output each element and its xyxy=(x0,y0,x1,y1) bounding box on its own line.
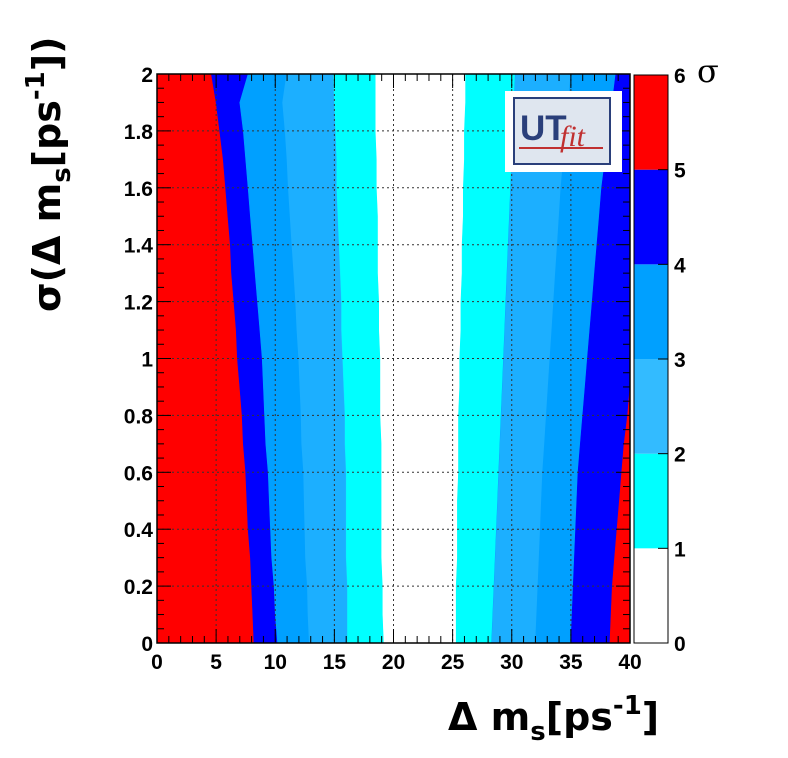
colorbar-tick-label: 1 xyxy=(674,538,686,561)
x-axis-title-main: Δ m xyxy=(448,695,530,739)
colorbar-tick-label: 4 xyxy=(674,254,686,277)
colorbar-segment xyxy=(634,453,668,549)
y-tick-label: 1.8 xyxy=(124,121,154,144)
y-tick-label: 0.2 xyxy=(124,576,153,599)
y-tick-label: 0.4 xyxy=(124,519,154,542)
utfit-logo: UT fit xyxy=(505,91,622,172)
x-axis-title-sub: s xyxy=(530,717,545,747)
y-tick-label: 0.6 xyxy=(124,462,153,485)
y-tick-label: 2 xyxy=(141,64,153,87)
y-axis-title-end: ]) xyxy=(25,37,69,72)
colorbar-segment xyxy=(634,169,668,265)
x-tick-label: 40 xyxy=(618,651,641,674)
x-tick-label: 30 xyxy=(500,651,523,674)
x-tick-label: 0 xyxy=(151,651,163,674)
colorbar-segment xyxy=(634,264,668,359)
x-tick-label: 15 xyxy=(323,651,347,674)
y-tick-label: 1.2 xyxy=(124,292,153,315)
colorbar-tick-label: 6 xyxy=(674,65,686,88)
y-axis-title-sup: -1 xyxy=(21,71,51,100)
colorbar-segment xyxy=(634,548,668,643)
y-tick-label: 1 xyxy=(141,349,153,372)
x-axis-title-sup: -1 xyxy=(613,691,642,721)
colorbar: 0 1 2 3 4 5 6 xyxy=(633,65,686,656)
colorbar-tick-label: 0 xyxy=(674,633,686,656)
x-tick-label: 25 xyxy=(441,651,465,674)
colorbar-tick-label: 2 xyxy=(674,444,686,467)
y-axis: 0 0.2 0.4 0.6 0.8 1 1.2 1.4 1.6 1.8 2 xyxy=(124,64,630,656)
logo-text-fit: fit xyxy=(560,120,586,153)
colorbar-tick-label: 5 xyxy=(674,160,686,183)
y-tick-label: 0.8 xyxy=(124,405,154,428)
x-axis: 0 5 10 15 20 25 30 35 40 xyxy=(151,74,642,674)
y-tick-label: 1.6 xyxy=(124,178,153,201)
y-tick-label: 0 xyxy=(141,633,153,656)
x-tick-label: 10 xyxy=(264,651,287,674)
x-tick-label: 5 xyxy=(210,651,222,674)
grid-lines xyxy=(157,74,630,643)
x-axis-title: Δ ms[ps-1] xyxy=(448,691,659,747)
y-axis-title: σ(Δ ms[ps-1]) xyxy=(21,37,77,313)
logo-text-ut: UT xyxy=(520,109,567,148)
y-axis-title-sub: s xyxy=(47,167,77,182)
y-axis-title-bracket: [ps xyxy=(25,100,69,167)
colorbar-title: σ xyxy=(697,52,719,90)
y-axis-title-main: σ(Δ m xyxy=(25,183,69,312)
x-axis-title-bracket: [ps xyxy=(546,695,613,739)
y-tick-label: 1.4 xyxy=(124,235,154,258)
x-tick-label: 20 xyxy=(382,651,405,674)
x-axis-title-end: ] xyxy=(642,695,659,739)
colorbar-tick-label: 3 xyxy=(674,349,686,372)
colorbar-segment xyxy=(634,75,668,170)
x-tick-label: 35 xyxy=(559,651,583,674)
band-3 xyxy=(282,74,348,643)
colorbar-segment xyxy=(634,359,668,454)
